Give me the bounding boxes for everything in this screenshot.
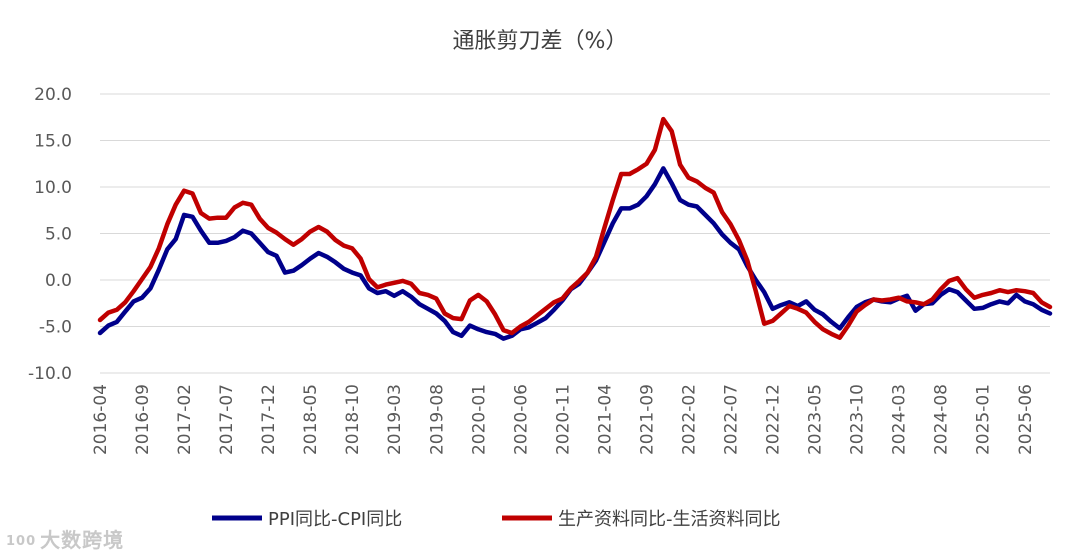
x-tick-label: 2025-06 <box>1016 384 1036 455</box>
legend: PPI同比-CPI同比 生产资料同比-生活资料同比 <box>212 509 781 530</box>
x-tick-label: 2018-05 <box>301 384 321 455</box>
x-tick-label: 2021-04 <box>595 384 615 455</box>
x-tick-label: 2016-09 <box>133 384 153 455</box>
y-tick-label: 20.0 <box>34 85 72 105</box>
x-tick-label: 2020-01 <box>469 384 489 455</box>
x-tick-label: 2022-12 <box>764 384 784 455</box>
x-tick-label: 2023-10 <box>848 384 868 455</box>
y-tick-label: 5.0 <box>45 225 72 245</box>
watermark-text: 大数跨境 <box>40 528 125 552</box>
watermark-logo: 100 <box>6 534 37 549</box>
x-tick-label: 2018-10 <box>343 384 363 455</box>
y-tick-label: -5.0 <box>39 318 72 338</box>
series-line-2 <box>97 116 1053 340</box>
x-tick-label: 2017-02 <box>175 384 195 455</box>
x-tick-label: 2016-04 <box>91 384 111 455</box>
y-tick-label: -10.0 <box>28 364 72 384</box>
series-line-1 <box>97 166 1053 341</box>
x-tick-label: 2017-12 <box>259 384 279 455</box>
x-tick-label: 2021-09 <box>637 384 657 455</box>
x-tick-label: 2022-02 <box>679 384 699 455</box>
series-lines <box>97 116 1053 341</box>
x-tick-label: 2020-06 <box>511 384 531 455</box>
x-tick-label: 2017-07 <box>217 384 237 455</box>
x-tick-label: 2020-11 <box>553 384 573 455</box>
legend-label-2: 生产资料同比-生活资料同比 <box>558 509 781 530</box>
legend-label-1: PPI同比-CPI同比 <box>268 509 402 530</box>
y-tick-label: 15.0 <box>34 132 72 152</box>
y-tick-label: 10.0 <box>34 178 72 198</box>
y-tick-label: 0.0 <box>45 271 72 291</box>
x-tick-label: 2025-01 <box>974 384 994 455</box>
x-tick-label: 2022-07 <box>722 384 742 455</box>
x-tick-label: 2019-08 <box>427 384 447 455</box>
gridlines <box>100 93 1050 374</box>
x-tick-label: 2024-08 <box>932 384 952 455</box>
x-tick-label: 2023-05 <box>806 384 826 455</box>
watermark: 100 大数跨境 <box>6 524 124 553</box>
x-tick-label: 2024-03 <box>890 384 910 455</box>
x-axis-ticks: 2016-04 2016-09 2017-02 2017-07 2017-12 2018-… <box>91 384 1036 455</box>
chart-title: 通胀剪刀差（%） <box>453 29 628 54</box>
y-axis-ticks: 20.0 15.0 10.0 5.0 0.0 -5.0 -10.0 <box>28 85 72 384</box>
x-tick-label: 2019-03 <box>385 384 405 455</box>
